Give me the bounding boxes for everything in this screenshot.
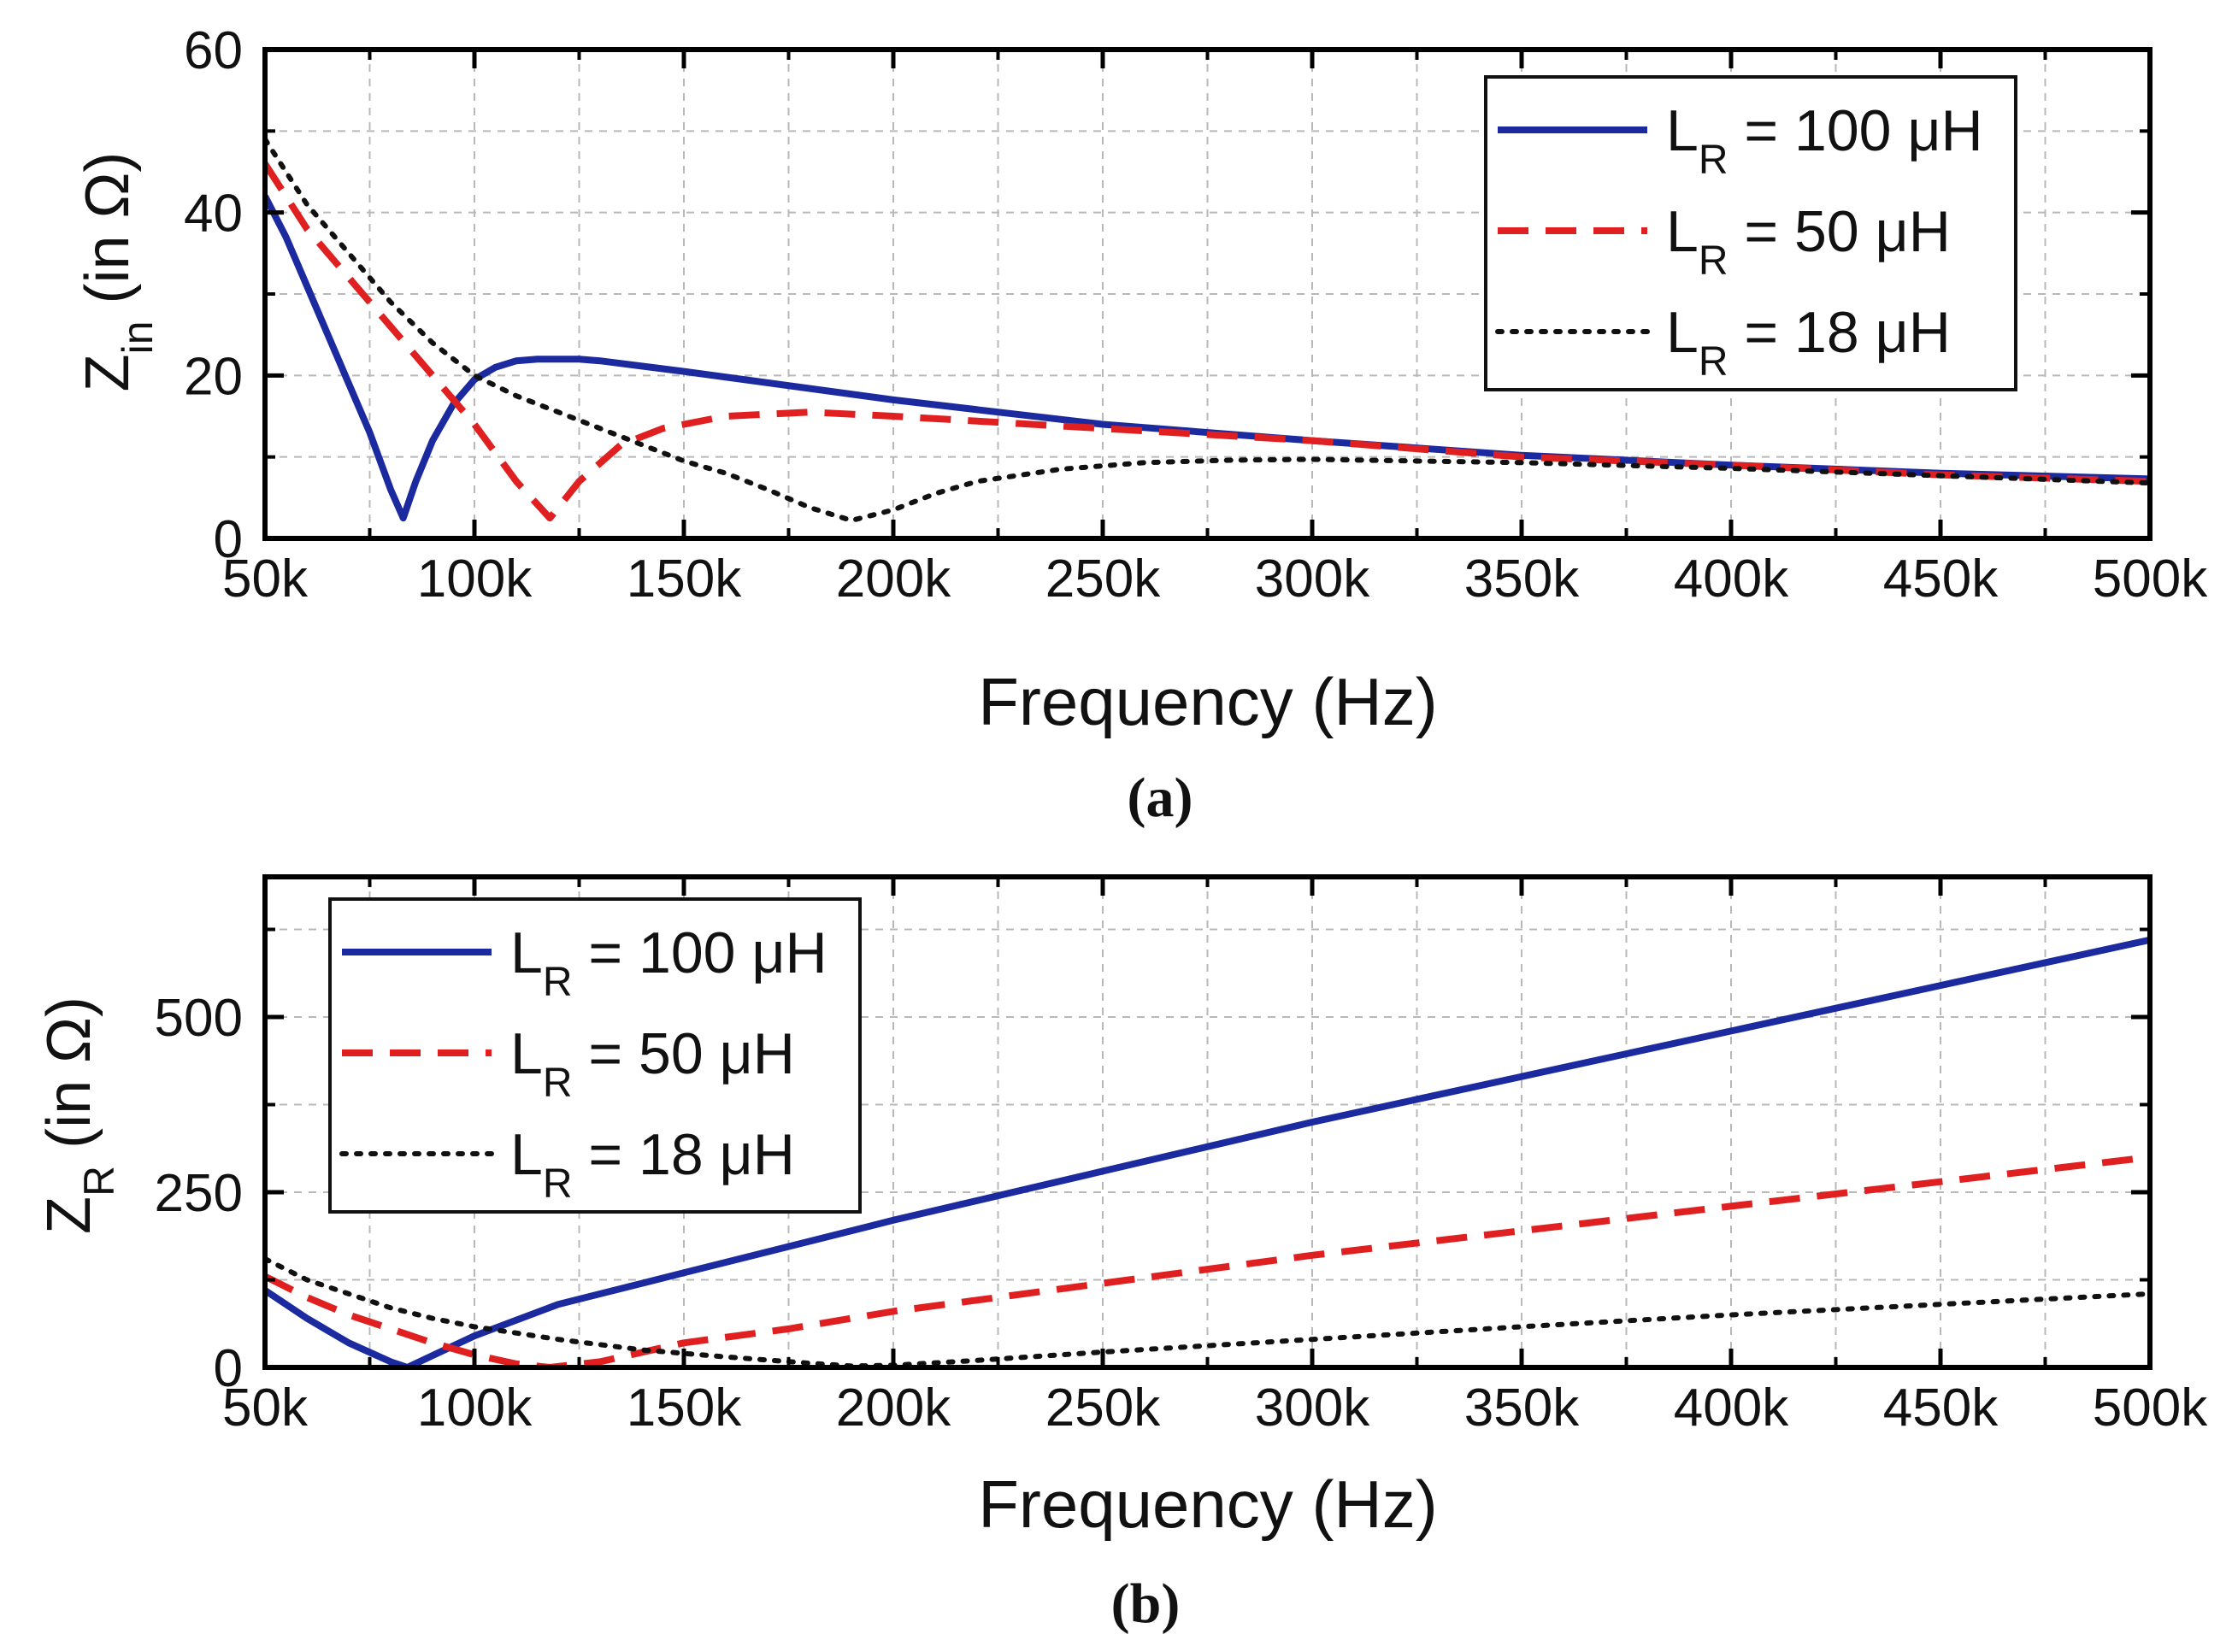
panel-b: 50k 100k 150k 200k 250k 300k 350k 400k 450k 500k 0… [35, 874, 2208, 1635]
legend-label: LR = 100 μH [1666, 98, 1983, 183]
y-tick-label: 250 [155, 1164, 243, 1223]
y-tick-label: 40 [184, 185, 243, 244]
x-tick-label: 250k [1045, 550, 1161, 608]
a-series [265, 136, 2150, 523]
legend-label: LR = 100 μH [510, 920, 827, 1005]
y-tick-label: 500 [155, 989, 243, 1048]
x-tick-label: 100k [417, 550, 533, 608]
b-ticks: 50k 100k 150k 200k 250k 300k 350k 400k 450k 500k 0… [155, 877, 2208, 1437]
x-tick-label: 300k [1255, 550, 1370, 608]
y-tick-label: 0 [214, 1339, 243, 1398]
x-tick-label: 250k [1045, 1379, 1161, 1437]
b-x-axis-label: Frequency (Hz) [978, 1467, 1437, 1542]
x-tick-label: 200k [836, 1379, 951, 1437]
x-tick-label: 300k [1255, 1379, 1370, 1437]
x-tick-label: 150k [627, 1379, 742, 1437]
x-tick-label: 500k [2093, 550, 2208, 608]
b-panel-label: (b) [1111, 1573, 1181, 1635]
a-panel-label: (a) [1128, 767, 1193, 829]
legend-label: LR = 18 μH [1666, 300, 1951, 385]
x-tick-label: 50k [222, 1379, 309, 1437]
x-tick-label: 150k [627, 550, 742, 608]
x-tick-label: 400k [1674, 1379, 1789, 1437]
x-tick-label: 450k [1883, 1379, 1999, 1437]
series-line-dashed [265, 162, 2150, 522]
b-series [265, 936, 2150, 1367]
x-tick-label: 100k [417, 1379, 533, 1437]
legend-label: LR = 18 μH [510, 1122, 795, 1207]
x-tick-label: 200k [836, 550, 951, 608]
x-tick-label: 350k [1464, 550, 1580, 608]
x-tick-label: 450k [1883, 550, 1999, 608]
b-legend: LR = 100 μH LR = 50 μH LR = 18 μH [328, 897, 862, 1214]
x-tick-label: 400k [1674, 550, 1789, 608]
series-line-solid [265, 936, 2150, 1367]
y-tick-label: 20 [184, 347, 243, 406]
a-ticks: 50k 100k 150k 200k 250k 300k 350k 400k 450k 500k 0… [184, 21, 2208, 608]
legend-label: LR = 50 μH [510, 1021, 795, 1106]
series-line-dotted [265, 136, 2150, 523]
a-x-axis-label: Frequency (Hz) [978, 664, 1437, 739]
series-line-dotted [265, 1255, 2150, 1367]
x-tick-label: 50k [222, 550, 309, 608]
panel-a: 50k 100k 150k 200k 250k 300k 350k 400k 450k 500k 0… [74, 21, 2208, 829]
a-legend: LR = 100 μH LR = 50 μH LR = 18 μH [1484, 75, 2017, 391]
a-y-axis-label: Zin (in Ω) [74, 152, 162, 392]
b-y-axis-label: ZR (in Ω) [35, 996, 123, 1234]
y-tick-label: 0 [214, 510, 243, 569]
y-tick-label: 60 [184, 21, 243, 80]
series-line-dashed [265, 1154, 2150, 1367]
x-tick-label: 350k [1464, 1379, 1580, 1437]
x-tick-label: 500k [2093, 1379, 2208, 1437]
legend-label: LR = 50 μH [1666, 199, 1951, 284]
